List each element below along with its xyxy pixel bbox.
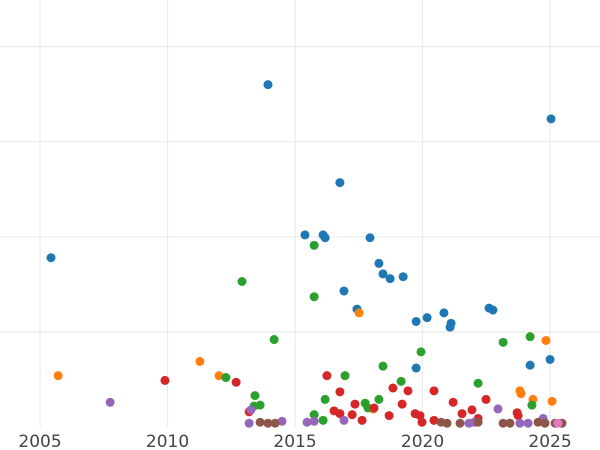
data-point bbox=[488, 305, 498, 315]
data-point bbox=[403, 386, 413, 396]
data-point bbox=[546, 114, 556, 124]
data-point bbox=[369, 403, 379, 413]
data-point bbox=[270, 418, 280, 428]
data-point bbox=[335, 387, 345, 397]
data-point bbox=[533, 417, 543, 427]
data-point bbox=[513, 411, 523, 421]
data-point bbox=[244, 418, 254, 428]
data-point bbox=[516, 389, 526, 399]
data-point bbox=[498, 337, 508, 347]
data-point bbox=[493, 404, 503, 414]
data-point bbox=[422, 313, 432, 323]
data-point bbox=[473, 378, 483, 388]
data-point bbox=[498, 418, 508, 428]
data-point bbox=[339, 415, 349, 425]
data-point bbox=[523, 418, 533, 428]
data-point bbox=[263, 80, 273, 90]
data-point bbox=[442, 418, 452, 428]
data-point bbox=[547, 396, 557, 406]
data-point bbox=[339, 286, 349, 296]
data-point bbox=[231, 377, 241, 387]
data-point bbox=[545, 354, 555, 364]
data-point bbox=[439, 308, 449, 318]
data-point bbox=[396, 376, 406, 386]
x-axis-ticks: 2005 2010 2015 2020 2025 bbox=[18, 432, 571, 450]
data-point bbox=[160, 375, 170, 385]
data-point bbox=[397, 399, 407, 409]
x-tick-label: 2015 bbox=[273, 432, 316, 450]
data-point bbox=[335, 409, 345, 419]
data-point bbox=[464, 418, 474, 428]
data-point bbox=[255, 417, 265, 427]
data-point bbox=[309, 416, 319, 426]
data-point bbox=[340, 371, 350, 381]
data-point bbox=[553, 418, 563, 428]
data-point bbox=[429, 415, 439, 425]
data-point bbox=[309, 240, 319, 250]
data-point bbox=[429, 386, 439, 396]
data-point bbox=[309, 410, 319, 420]
data-point bbox=[374, 394, 384, 404]
data-point bbox=[515, 418, 525, 428]
data-point bbox=[417, 417, 427, 427]
data-point bbox=[350, 399, 360, 409]
data-point bbox=[457, 409, 467, 419]
data-point bbox=[467, 405, 477, 415]
data-point bbox=[384, 411, 394, 421]
data-point bbox=[525, 360, 535, 370]
data-point bbox=[246, 405, 256, 415]
x-tick-label: 2020 bbox=[401, 432, 444, 450]
data-point bbox=[320, 233, 330, 243]
data-point bbox=[411, 316, 421, 326]
data-point bbox=[357, 415, 367, 425]
data-point bbox=[335, 178, 345, 188]
data-point bbox=[416, 347, 426, 357]
data-point bbox=[455, 418, 465, 428]
data-point bbox=[388, 383, 398, 393]
data-point bbox=[53, 371, 63, 381]
data-point bbox=[237, 276, 247, 286]
data-point bbox=[255, 400, 265, 410]
data-point bbox=[263, 418, 273, 428]
data-point bbox=[302, 417, 312, 427]
data-point bbox=[214, 371, 224, 381]
data-point bbox=[374, 258, 384, 268]
data-point bbox=[309, 292, 319, 302]
x-tick-label: 2010 bbox=[146, 432, 189, 450]
data-point bbox=[300, 230, 310, 240]
data-point bbox=[505, 418, 515, 428]
x-tick-label: 2005 bbox=[18, 432, 61, 450]
data-point bbox=[378, 269, 388, 279]
data-points bbox=[46, 80, 567, 428]
data-point bbox=[398, 272, 408, 282]
data-point bbox=[269, 335, 279, 345]
data-point bbox=[481, 394, 491, 404]
data-point bbox=[195, 356, 205, 366]
data-point bbox=[527, 400, 537, 410]
data-point bbox=[322, 371, 332, 381]
data-point bbox=[525, 332, 535, 342]
data-point bbox=[105, 397, 115, 407]
data-point bbox=[445, 322, 455, 332]
data-point bbox=[411, 363, 421, 373]
data-point bbox=[365, 233, 375, 243]
data-point bbox=[541, 335, 551, 345]
data-point bbox=[250, 391, 260, 401]
data-point bbox=[46, 253, 56, 263]
data-point bbox=[221, 373, 231, 383]
data-point bbox=[540, 418, 550, 428]
data-point bbox=[385, 274, 395, 284]
gridlines bbox=[0, 0, 600, 427]
data-point bbox=[347, 410, 357, 420]
data-point bbox=[378, 361, 388, 371]
data-point bbox=[354, 308, 364, 318]
data-point bbox=[320, 394, 330, 404]
x-tick-label: 2025 bbox=[528, 432, 571, 450]
data-point bbox=[473, 417, 483, 427]
data-point bbox=[277, 416, 287, 426]
data-point bbox=[448, 397, 458, 407]
data-point bbox=[318, 415, 328, 425]
